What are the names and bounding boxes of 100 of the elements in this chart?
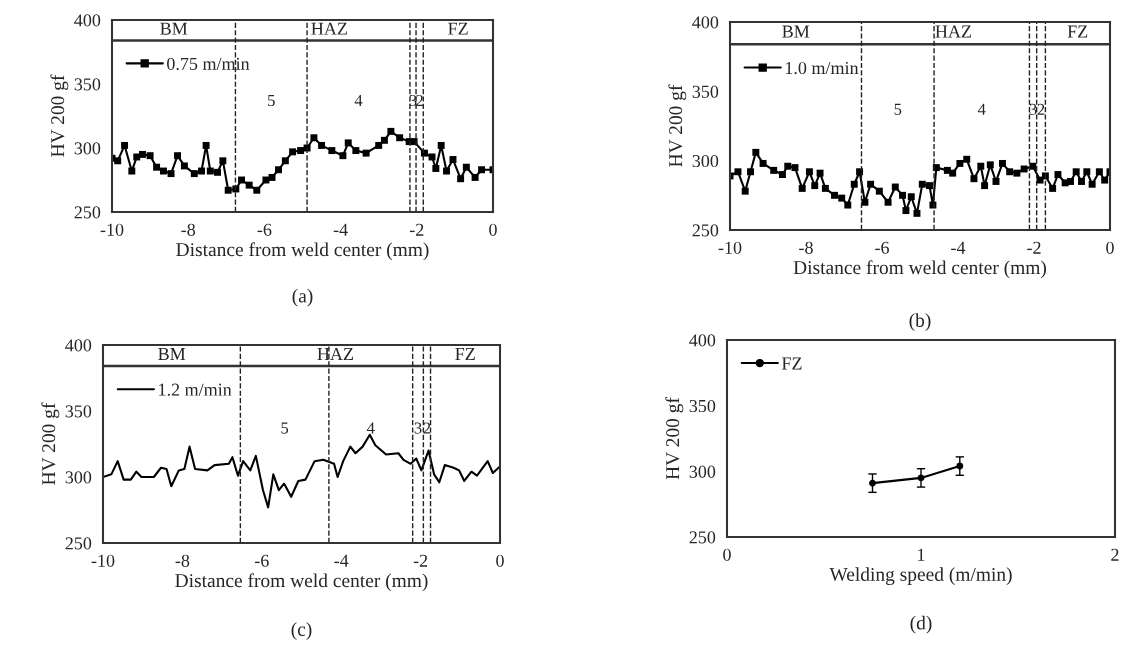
point [867, 180, 875, 188]
y-tick-label: 300 [692, 154, 719, 168]
point [153, 163, 161, 171]
y-tick-label: 250 [74, 206, 101, 219]
point [362, 149, 370, 157]
point [1078, 177, 1085, 185]
y-tick-label: 350 [689, 399, 716, 413]
annotation: HAZ [935, 25, 972, 38]
x-tick-label: 0 [489, 223, 497, 236]
x-tick-label: -8 [799, 241, 813, 254]
legend-label: 0.75 m/min [167, 57, 250, 70]
annotation: 3 [414, 422, 422, 434]
point [918, 180, 926, 188]
annotation: FZ [1067, 25, 1088, 38]
text: (a) [292, 288, 313, 307]
point [907, 193, 915, 201]
point [339, 152, 347, 160]
annotation: 4 [354, 94, 363, 106]
point [121, 141, 129, 149]
point [1095, 168, 1103, 176]
point [462, 163, 470, 171]
annotation: 4 [977, 103, 986, 115]
point [344, 139, 352, 147]
x-tick-label: -4 [334, 554, 349, 567]
point [913, 209, 921, 217]
x-tick-label: -6 [254, 554, 269, 567]
line-series [103, 433, 500, 509]
annotation: HAZ [311, 22, 347, 35]
annotation: 3 [409, 94, 417, 107]
point [926, 182, 933, 190]
x-tick-label: 2 [1111, 548, 1119, 561]
point [146, 152, 154, 160]
point [114, 157, 122, 165]
point [981, 182, 989, 190]
x-axis-title: Welding speed (m/min) [829, 567, 1012, 585]
point [1013, 169, 1021, 177]
annotation: 2 [1037, 103, 1045, 115]
annotation: HAZ [317, 347, 354, 360]
y-tick-label: 350 [65, 405, 92, 418]
point [770, 166, 778, 174]
y-tick-label: 250 [692, 224, 719, 237]
y-tick-label: 350 [692, 85, 719, 98]
y-axis-title: HV 200 gf [41, 402, 60, 485]
point [245, 181, 253, 189]
point [986, 161, 994, 169]
point [1088, 180, 1096, 188]
point [190, 170, 198, 178]
point [457, 175, 465, 183]
x-tick-label: -2 [409, 223, 424, 236]
point [838, 194, 846, 202]
x-tick-label: 0 [1106, 241, 1114, 254]
point [850, 180, 858, 188]
point [387, 127, 395, 135]
x-axis-title: Distance from weld center (mm) [793, 260, 1047, 279]
legend-label: FZ [781, 357, 802, 370]
point [396, 134, 404, 142]
point [778, 171, 786, 179]
point [198, 167, 206, 175]
text: (b) [909, 313, 931, 331]
y-tick-label: 400 [689, 334, 716, 347]
point [478, 166, 486, 174]
x-tick-label: -8 [181, 223, 196, 236]
point [180, 162, 188, 170]
y-tick-label: 350 [74, 78, 101, 91]
point [253, 186, 261, 194]
point [1036, 176, 1044, 184]
point [816, 169, 824, 177]
x-tick-label: 1 [918, 548, 925, 561]
y-tick-label: 300 [689, 465, 716, 478]
point [174, 152, 181, 160]
x-tick-label: -10 [100, 223, 124, 236]
point [949, 169, 957, 177]
point [432, 165, 440, 172]
legend-label: 1.2 m/min [159, 383, 232, 396]
point [328, 147, 336, 155]
text: (c) [291, 622, 312, 640]
y-axis-title: HV 200 gf [668, 84, 687, 167]
point [224, 186, 232, 194]
annotation: BM [158, 348, 186, 360]
annotation: BM [160, 22, 188, 35]
point [741, 187, 749, 195]
point [281, 157, 289, 165]
point [884, 198, 892, 206]
point [1006, 168, 1014, 176]
point [159, 167, 167, 175]
y-tick-label: 250 [689, 531, 716, 544]
x-tick-label: -2 [413, 554, 428, 567]
legend-label: 1.0 m/min [785, 61, 859, 75]
point [784, 162, 792, 170]
point [318, 141, 326, 149]
point [977, 162, 985, 170]
point [1072, 168, 1080, 176]
point [380, 136, 388, 144]
x-tick-label: -8 [175, 554, 190, 567]
annotation: FZ [448, 22, 468, 35]
x-tick-label: -6 [257, 223, 272, 236]
x-tick-label: -2 [1027, 241, 1041, 254]
point [998, 159, 1006, 167]
point [206, 167, 214, 175]
point [844, 201, 852, 209]
